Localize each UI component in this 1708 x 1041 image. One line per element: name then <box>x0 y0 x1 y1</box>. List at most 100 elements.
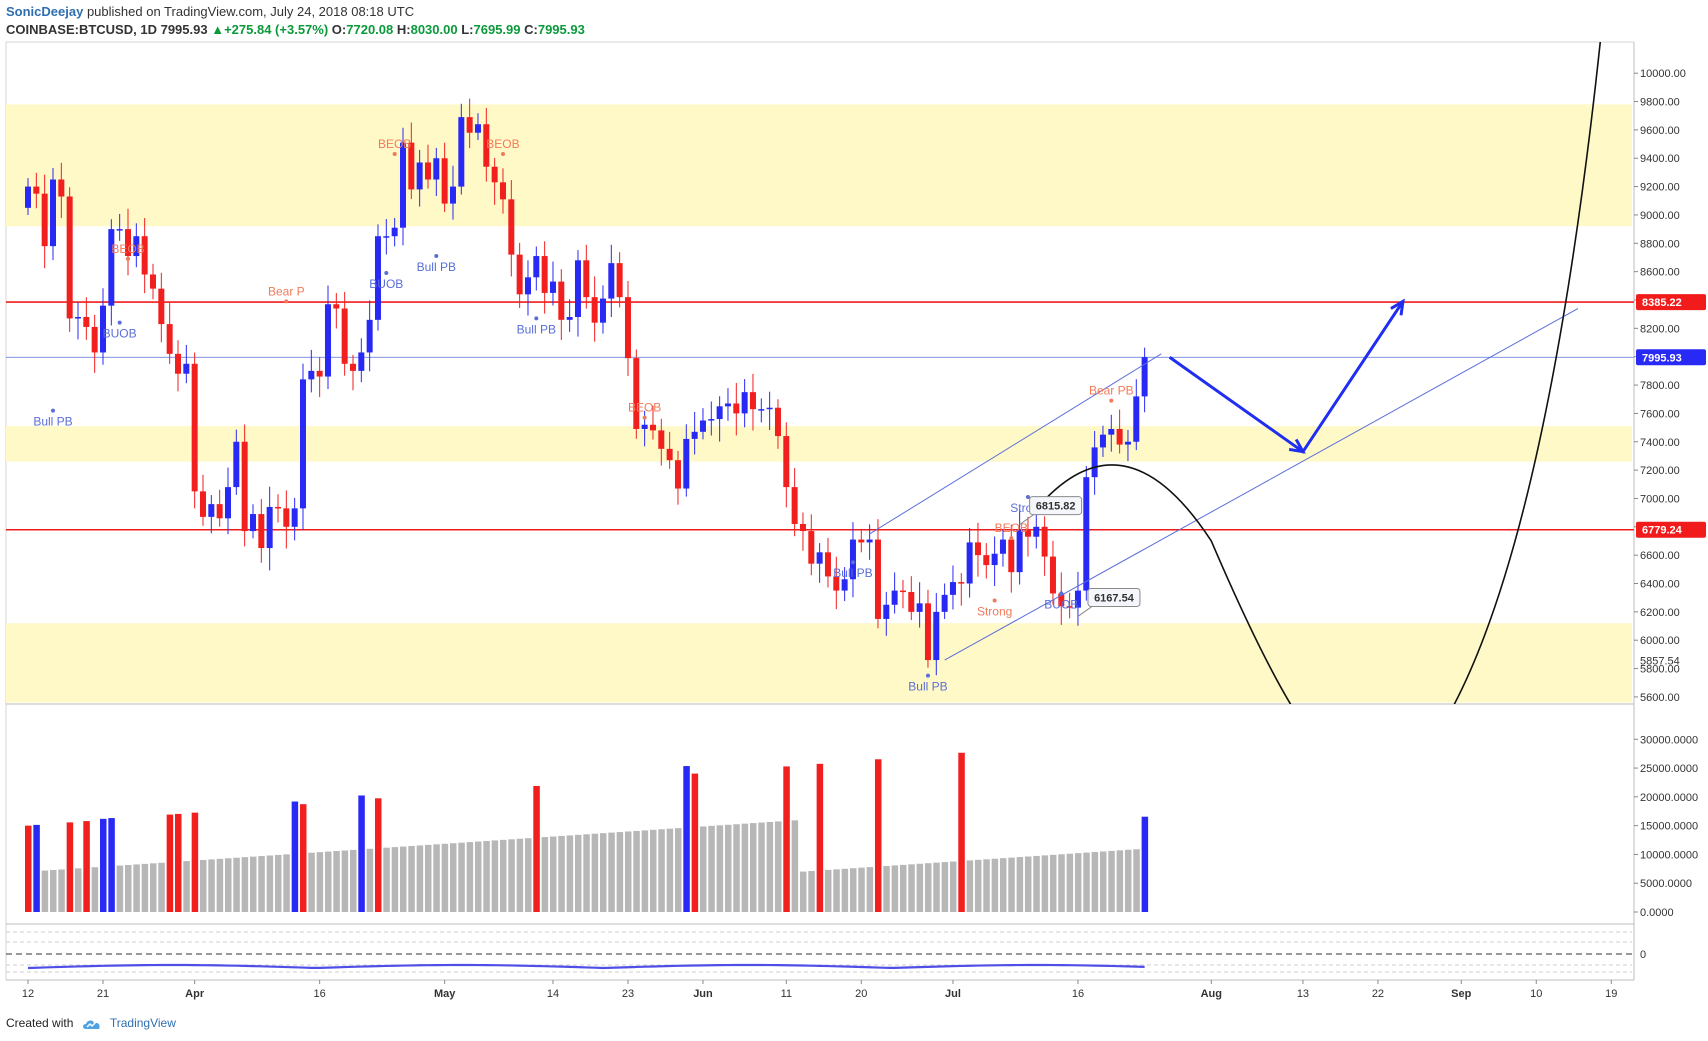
annotation-label: BEOB <box>378 137 411 151</box>
volume-bar <box>374 798 382 912</box>
y-tick-label: 10000.00 <box>1640 68 1686 80</box>
symbol-label: COINBASE:BTCUSD, 1D <box>6 22 157 37</box>
volume-bar <box>833 869 840 912</box>
projection-parabola <box>1453 42 1602 704</box>
x-tick-label: 12 <box>22 988 34 1000</box>
annotation-dot <box>1109 398 1114 403</box>
candle-body <box>441 158 448 204</box>
volume-bar <box>733 824 740 912</box>
volume-bar <box>149 863 157 912</box>
candle-body <box>1066 606 1073 608</box>
candle-body <box>1083 477 1090 591</box>
created-with-label: Created with <box>6 1016 74 1030</box>
footer: Created with TradingView <box>6 1016 176 1030</box>
candle-body <box>424 162 431 180</box>
annotation-label: Bull PB <box>908 680 947 694</box>
volume-bar <box>341 850 349 912</box>
volume-bar <box>958 752 965 912</box>
candle-body <box>458 117 465 187</box>
annotation-label: Bull PB <box>833 566 872 580</box>
candle-body <box>1024 529 1031 537</box>
candle-body <box>433 158 440 180</box>
candle-body <box>849 539 856 580</box>
volume-tick-label: 30000.0000 <box>1640 734 1698 746</box>
candle-body <box>1099 434 1106 448</box>
tradingview-link[interactable]: TradingView <box>109 1016 176 1030</box>
candle-body <box>883 604 890 619</box>
candle-body <box>733 403 740 414</box>
forecast-arrow-head <box>1288 438 1306 454</box>
candle-body <box>591 297 598 323</box>
volume-bar <box>924 863 932 912</box>
close-label: C: <box>524 22 538 37</box>
volume-bar <box>58 869 65 912</box>
annotation-label: BUOB <box>1044 597 1078 611</box>
volume-bar <box>658 829 665 912</box>
x-tick-label: 23 <box>622 988 634 1000</box>
x-tick-label: 10 <box>1530 988 1542 1000</box>
volume-bar <box>533 785 540 912</box>
candle-body <box>141 236 148 275</box>
volume-tick-label: 0.0000 <box>1640 907 1674 919</box>
volume-bar <box>741 823 749 912</box>
candle-body <box>583 260 590 298</box>
candle-body <box>466 117 473 133</box>
candle-body <box>25 186 31 208</box>
annotation-dot <box>125 256 130 261</box>
candle-body <box>724 403 731 407</box>
annotation-dot <box>117 320 122 325</box>
volume-bar <box>566 835 574 912</box>
candle-body <box>808 531 815 564</box>
volume-bar <box>641 830 649 912</box>
volume-bar <box>91 867 99 912</box>
volume-bar <box>491 840 499 912</box>
volume-bar <box>558 835 565 912</box>
candle-body <box>624 297 631 359</box>
candle-body <box>616 263 623 298</box>
x-tick-label: Aug <box>1201 988 1222 1000</box>
volume-bar <box>899 864 907 912</box>
volume-bar <box>716 825 724 912</box>
volume-bar <box>474 841 482 912</box>
y-tick-label: 5800.00 <box>1640 664 1680 676</box>
y-tick-label: 7800.00 <box>1640 380 1680 392</box>
forecast-arrow-head <box>1390 298 1405 316</box>
candle-body <box>66 196 73 319</box>
candle-body <box>449 186 456 204</box>
volume-bar <box>108 818 115 912</box>
annotation-label: Bull PB <box>417 260 456 274</box>
candle-body <box>841 579 848 591</box>
annotation-dot <box>1025 495 1030 500</box>
volume-bar <box>366 848 374 912</box>
callout-pointer <box>1077 606 1093 617</box>
volume-bar <box>883 865 890 912</box>
y-tick-label: 8200.00 <box>1640 323 1680 335</box>
volume-bar <box>758 822 765 912</box>
volume-bar <box>241 857 249 912</box>
price-chart[interactable]: 10000.00 9800.00 9600.00 9400.00 9200.00 9000… <box>0 0 1708 1010</box>
volume-bar <box>591 833 599 912</box>
author-link[interactable]: SonicDeejay <box>6 4 84 19</box>
candle-body <box>958 582 965 584</box>
candle-body <box>491 166 498 183</box>
candle-body <box>291 508 298 527</box>
x-tick-label: Jun <box>693 988 713 1000</box>
y-tick-label: 6400.00 <box>1640 579 1680 591</box>
tradingview-cloud-icon <box>82 1020 100 1029</box>
volume-bar <box>1024 856 1032 912</box>
volume-bar <box>324 851 332 912</box>
callout-box <box>1087 587 1141 607</box>
x-tick-label: 14 <box>547 988 559 1000</box>
candle-body <box>308 370 315 380</box>
y-tick-label: 7200.00 <box>1640 465 1680 477</box>
candle-body <box>741 392 748 414</box>
candle-body <box>966 542 973 584</box>
volume-bar <box>1041 855 1049 912</box>
candle-body <box>216 504 223 519</box>
volume-bar <box>799 871 807 912</box>
volume-bar <box>633 830 640 912</box>
volume-bar <box>433 844 440 912</box>
volume-bar <box>616 832 624 912</box>
candle-body <box>283 508 290 527</box>
candle-body <box>266 506 273 549</box>
